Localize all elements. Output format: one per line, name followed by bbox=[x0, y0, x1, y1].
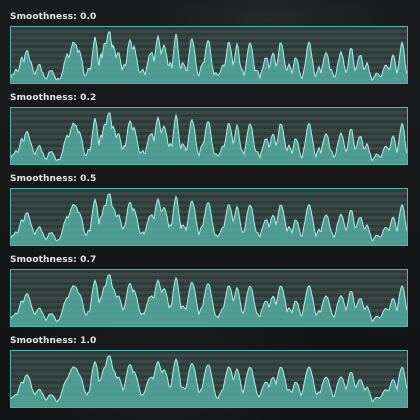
waveform-graph bbox=[10, 269, 408, 327]
panel-label: Smoothness: 0.2 bbox=[10, 93, 96, 103]
panel-label: Smoothness: 0.7 bbox=[10, 255, 96, 265]
waveform-area bbox=[11, 275, 407, 326]
grid-stripe bbox=[11, 111, 407, 114]
waveform-area bbox=[11, 32, 407, 83]
grid-stripe bbox=[11, 360, 407, 363]
grid-stripe bbox=[11, 192, 407, 195]
waveform-plot bbox=[11, 270, 407, 326]
waveform-graph bbox=[10, 188, 408, 246]
grid-stripe bbox=[11, 36, 407, 39]
grid-stripe bbox=[11, 279, 407, 282]
grid-stripe bbox=[11, 117, 407, 120]
panel-label: Smoothness: 0.0 bbox=[10, 12, 96, 22]
waveform-plot bbox=[11, 351, 407, 407]
waveform-area bbox=[11, 113, 407, 164]
grid-stripe bbox=[11, 273, 407, 276]
waveform-plot bbox=[11, 189, 407, 245]
grid-stripe bbox=[11, 30, 407, 33]
waveform-graph bbox=[10, 107, 408, 165]
panel-label: Smoothness: 1.0 bbox=[10, 336, 96, 346]
waveform-plot bbox=[11, 27, 407, 83]
waveform-graph bbox=[10, 350, 408, 408]
grid-stripe bbox=[11, 198, 407, 201]
waveform-area bbox=[11, 194, 407, 245]
waveform-graph bbox=[10, 26, 408, 84]
waveform-plot bbox=[11, 108, 407, 164]
panel-label: Smoothness: 0.5 bbox=[10, 174, 96, 184]
grid-stripe bbox=[11, 354, 407, 357]
